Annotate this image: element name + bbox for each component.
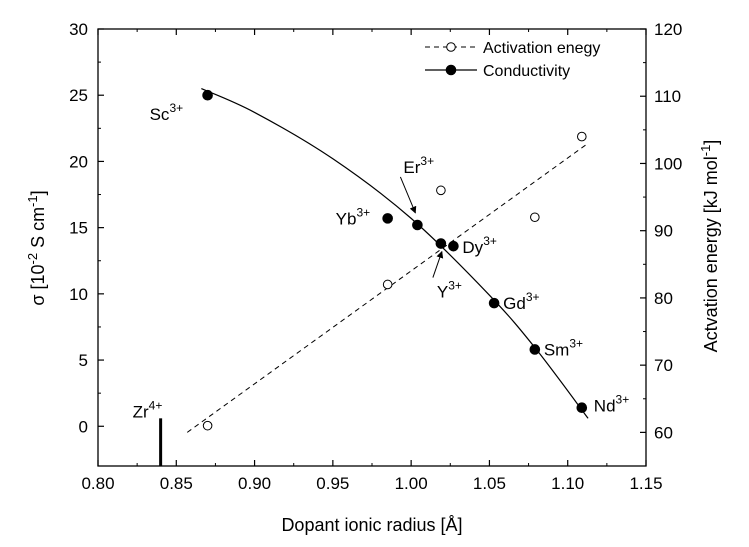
legend-label-conductivity: Conductivity bbox=[483, 63, 570, 80]
y-left-tick-labels: 0 5 10 15 20 25 30 bbox=[69, 20, 88, 436]
conductivity-point bbox=[448, 240, 459, 252]
y-left-tick-label: 20 bbox=[69, 152, 88, 171]
y-left-tick-label: 5 bbox=[79, 351, 88, 370]
y-left-tick-label: 30 bbox=[69, 20, 88, 39]
y-left-axis-title: σ [10-2 S cm-1] bbox=[25, 190, 48, 305]
y-right-tick-label: 90 bbox=[654, 222, 673, 241]
conductivity-point bbox=[576, 402, 588, 414]
label-dy: Dy3+ bbox=[462, 234, 496, 257]
data-points bbox=[202, 89, 588, 431]
y-right-tick-label: 70 bbox=[654, 356, 673, 375]
label-er: Er3+ bbox=[403, 154, 434, 177]
activation-energy-point bbox=[202, 420, 213, 431]
x-tick-label: 1.10 bbox=[551, 474, 584, 493]
x-tick-label: 0.85 bbox=[160, 474, 193, 493]
point-labels: Sc3+ Yb3+ Er3+ Y3+Dy3+ Gd3+Sm3+ Nd3+ Zr4+ bbox=[133, 101, 630, 421]
x-tick-label: 0.90 bbox=[238, 474, 271, 493]
plot-border bbox=[97, 28, 647, 467]
fit-lines bbox=[186, 88, 589, 433]
label-sc: Sc3+ bbox=[150, 101, 184, 124]
conductivity-fit-line bbox=[201, 88, 589, 419]
y-left-tick-label: 10 bbox=[69, 285, 88, 304]
x-tick-label: 1.15 bbox=[629, 474, 662, 493]
conductivity-point bbox=[529, 344, 541, 355]
axis-ticks bbox=[97, 28, 647, 466]
legend-label-activation: Activation enegy bbox=[483, 40, 600, 57]
er-arrow bbox=[399, 176, 417, 214]
x-tick-label: 1.05 bbox=[473, 474, 506, 493]
y-right-tick-label: 100 bbox=[654, 154, 682, 173]
y-right-tick-label: 110 bbox=[654, 87, 681, 106]
legend-marker-activation bbox=[446, 42, 456, 52]
conductivity-point bbox=[412, 219, 423, 231]
label-arrows bbox=[399, 176, 444, 278]
conductivity-point bbox=[382, 213, 393, 224]
label-yb: Yb3+ bbox=[336, 205, 370, 228]
activation-energy-point bbox=[436, 185, 446, 196]
legend-marker-conductivity bbox=[445, 64, 457, 76]
label-zr: Zr4+ bbox=[133, 398, 163, 421]
conductivity-point bbox=[202, 89, 213, 101]
y-left-tick-label: 0 bbox=[79, 417, 88, 436]
x-tick-label: 1.00 bbox=[395, 474, 428, 493]
x-tick-label: 0.95 bbox=[316, 474, 349, 493]
conductivity-point bbox=[488, 297, 500, 309]
y-right-axis-title: Actvation energy [kJ mol-1] bbox=[698, 140, 721, 353]
label-y: Y3+ bbox=[437, 279, 462, 302]
conductivity-point bbox=[435, 238, 447, 249]
y-arrow bbox=[432, 250, 444, 278]
plot-frame bbox=[97, 28, 647, 467]
label-nd: Nd3+ bbox=[594, 393, 629, 416]
y-left-tick-label: 25 bbox=[69, 86, 88, 105]
y-right-tick-labels: 60 70 80 90 100 110 120 bbox=[654, 20, 682, 442]
y-right-tick-label: 120 bbox=[654, 20, 682, 39]
x-axis-title: Dopant ionic radius [Å] bbox=[281, 515, 462, 535]
x-tick-labels: 0.80 0.85 0.90 0.95 1.00 1.05 1.10 1.15 bbox=[81, 474, 662, 493]
y-right-tick-label: 80 bbox=[654, 289, 673, 308]
activation-energy-point bbox=[530, 212, 540, 223]
y-left-tick-label: 15 bbox=[69, 219, 88, 238]
legend: Activation enegy Conductivity bbox=[425, 40, 600, 80]
activation-energy-point bbox=[577, 131, 587, 142]
x-tick-label: 0.80 bbox=[81, 474, 114, 493]
y-right-tick-label: 60 bbox=[654, 423, 673, 442]
activation-energy-point bbox=[382, 279, 393, 290]
label-sm: Sm3+ bbox=[544, 336, 583, 359]
label-gd: Gd3+ bbox=[503, 290, 539, 313]
